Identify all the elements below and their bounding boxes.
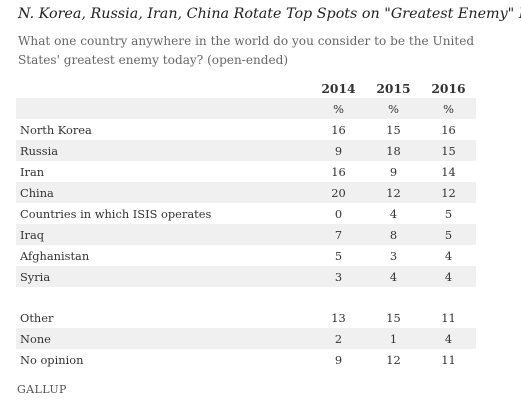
value-cell: 15 — [386, 310, 401, 325]
value-cell: 20 — [311, 182, 366, 203]
unit-cell: % — [366, 98, 421, 119]
table-row: None 2 1 4 — [16, 328, 476, 349]
value-cell: 9 — [311, 140, 366, 161]
unit-cell: % — [421, 98, 476, 119]
value-cell: 15 — [421, 140, 476, 161]
value-cell: 3 — [389, 248, 398, 263]
row-label: Afghanistan — [20, 248, 90, 263]
row-label: Countries in which ISIS operates — [20, 206, 212, 221]
unit-row: %%% — [16, 98, 476, 119]
value-cell: 4 — [444, 248, 453, 263]
value-cell: 12 — [366, 182, 421, 203]
data-table: 2014 2015 2016 %%% North Korea 16 15 16 Russi… — [16, 78, 476, 370]
chart-title: N. Korea, Russia, Iran, China Rotate Top… — [18, 6, 521, 22]
row-label: Russia — [16, 140, 311, 161]
value-cell: 9 — [334, 352, 343, 367]
value-cell: 3 — [311, 266, 366, 287]
table-body: %%% North Korea 16 15 16 Russia 9 18 15 Iran 16 9 14… — [16, 98, 476, 370]
year-header: 2016 — [431, 80, 466, 96]
value-cell: 12 — [421, 182, 476, 203]
value-cell: 11 — [441, 352, 456, 367]
row-label: North Korea — [20, 122, 92, 137]
table-row: No opinion 9 12 11 — [16, 349, 476, 370]
row-label: China — [16, 182, 311, 203]
value-cell: 18 — [366, 140, 421, 161]
row-label: Iraq — [16, 224, 311, 245]
header-label-cell — [16, 78, 311, 98]
value-cell: 9 — [389, 164, 398, 179]
value-cell: 5 — [334, 248, 343, 263]
table-row: Russia 9 18 15 — [16, 140, 476, 161]
value-cell: 7 — [311, 224, 366, 245]
value-cell: 0 — [334, 206, 343, 221]
value-cell: 5 — [421, 224, 476, 245]
table-row: Iran 16 9 14 — [16, 161, 476, 182]
spacer-cell — [16, 287, 476, 307]
value-cell: 16 — [331, 164, 346, 179]
value-cell: 11 — [441, 310, 456, 325]
value-cell: 8 — [366, 224, 421, 245]
data-table-container: 2014 2015 2016 %%% North Korea 16 15 16 Russi… — [16, 78, 476, 370]
spacer-row — [16, 287, 476, 307]
table-row: China 20 12 12 — [16, 182, 476, 203]
table-row: North Korea 16 15 16 — [16, 119, 476, 140]
row-label: No opinion — [20, 352, 84, 367]
value-cell: 4 — [421, 266, 476, 287]
value-cell: 4 — [366, 266, 421, 287]
value-cell: 4 — [421, 328, 476, 349]
value-cell: 14 — [441, 164, 456, 179]
row-label: Other — [20, 310, 54, 325]
value-cell: 16 — [331, 122, 346, 137]
unit-cell: % — [311, 98, 366, 119]
row-label: Syria — [16, 266, 311, 287]
header-row: 2014 2015 2016 — [16, 78, 476, 98]
value-cell: 15 — [386, 122, 401, 137]
chart-subtitle: What one country anywhere in the world d… — [18, 34, 475, 67]
unit-row-label — [16, 98, 311, 119]
value-cell: 4 — [389, 206, 398, 221]
table-row: Other 13 15 11 — [16, 307, 476, 328]
row-label: Iran — [20, 164, 45, 179]
year-header: 2014 — [321, 80, 356, 96]
value-cell: 5 — [444, 206, 453, 221]
value-cell: 16 — [441, 122, 456, 137]
table-row: Afghanistan 5 3 4 — [16, 245, 476, 266]
table-row: Syria 3 4 4 — [16, 266, 476, 287]
row-label: None — [16, 328, 311, 349]
year-header: 2015 — [376, 80, 411, 96]
gallup-logo: GALLUP — [17, 383, 67, 396]
table-row: Iraq 7 8 5 — [16, 224, 476, 245]
value-cell: 2 — [311, 328, 366, 349]
table-row: Countries in which ISIS operates 0 4 5 — [16, 203, 476, 224]
value-cell: 12 — [386, 352, 401, 367]
value-cell: 1 — [366, 328, 421, 349]
value-cell: 13 — [331, 310, 346, 325]
